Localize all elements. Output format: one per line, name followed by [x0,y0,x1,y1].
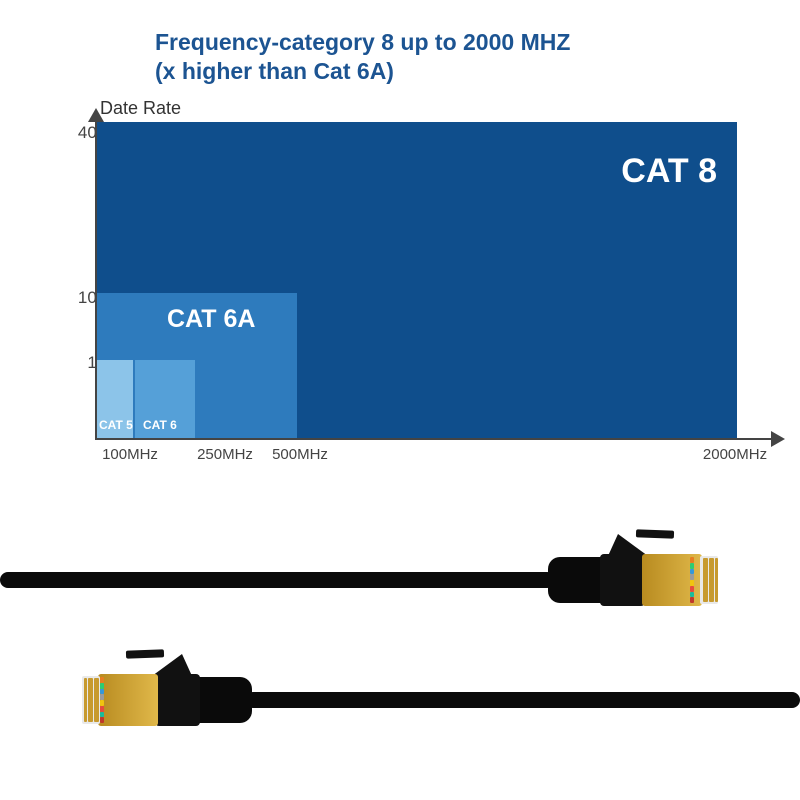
bar-cat6: CAT 6 [135,360,195,438]
cable-bottom-body [155,674,200,726]
cable-bottom-wire [245,692,800,708]
x-axis-arrow-icon [771,431,785,447]
x-tick-100: 100MHz [102,446,158,463]
x-tick-500: 500MHz [272,446,328,463]
infographic-root: Frequency-category 8 up to 2000 MHZ (x h… [0,0,800,800]
cable-top-body [600,554,645,606]
chart-area: CAT 8 CAT 6A CAT 6 CAT 5 [95,120,775,440]
x-axis-line [95,438,775,440]
y-axis-arrow-icon [88,108,104,122]
cable-bottom-strain [192,677,252,723]
cable-top-strain [548,557,608,603]
bar-label-cat5: CAT 5 [99,418,133,432]
y-axis-title: Date Rate [100,98,181,119]
title-line-2: (x higher than Cat 6A) [155,57,570,86]
x-tick-250: 250MHz [197,446,253,463]
cable-bottom-wire-colors [100,677,110,723]
cable-top-wire [0,572,555,588]
bar-label-cat6a: CAT 6A [167,305,255,334]
x-tick-2000: 2000MHz [703,446,767,463]
title-block: Frequency-category 8 up to 2000 MHZ (x h… [155,28,570,86]
bar-label-cat6: CAT 6 [143,418,177,432]
cable-top-clip-bar [636,529,674,538]
cable-bottom-clip-bar [126,649,164,658]
bar-cat5: CAT 5 [97,360,133,438]
cable-top-wire-colors [690,557,700,603]
cable-illustration [0,520,800,800]
title-line-1: Frequency-category 8 up to 2000 MHZ [155,28,570,57]
y-axis-line [95,120,97,440]
bar-label-cat8: CAT 8 [621,152,717,191]
